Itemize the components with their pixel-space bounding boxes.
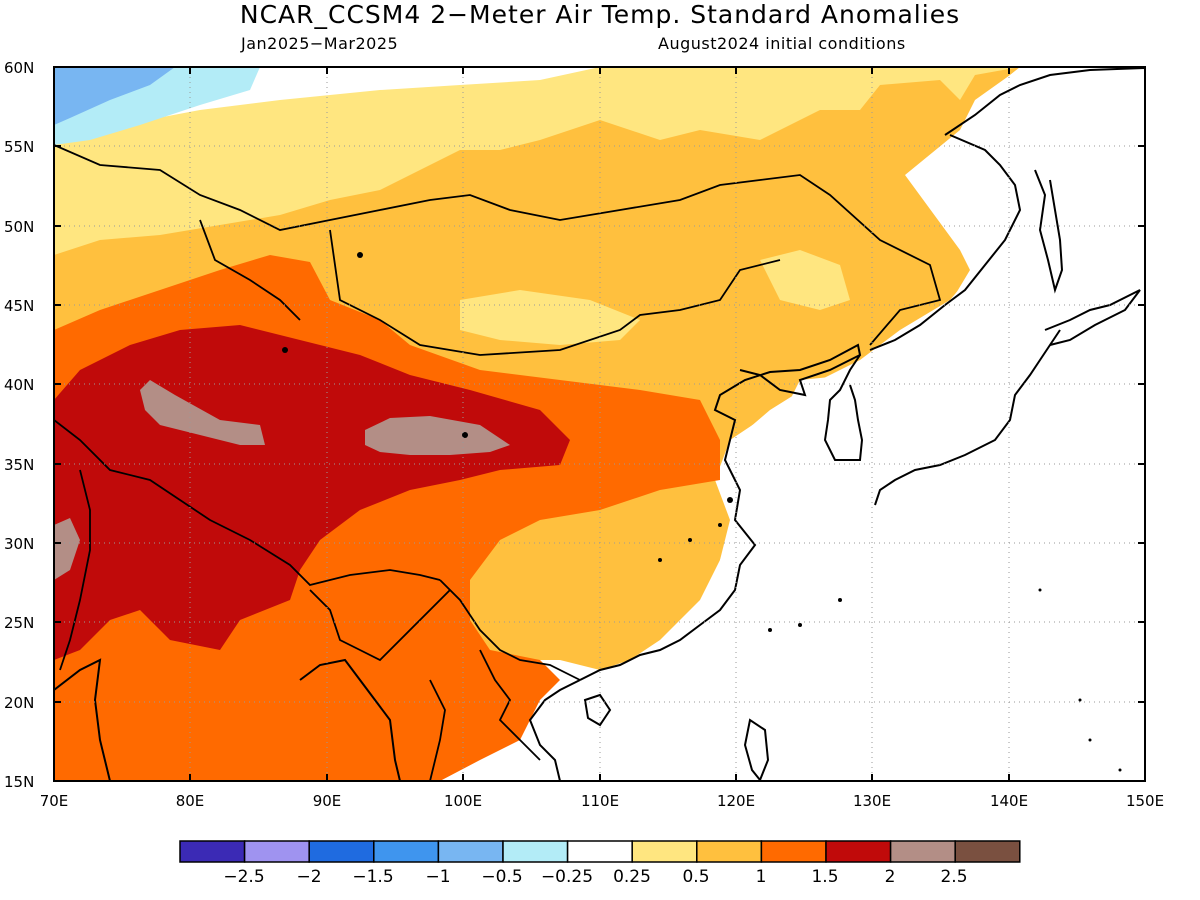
lon-tick-label: 70E (40, 792, 69, 810)
gridlines (54, 67, 1145, 781)
anomaly-region-0p25-0p5-mongolia (460, 290, 640, 345)
border-china-south (439, 579, 581, 681)
colorbar-swatch (760, 840, 827, 863)
colorbar-swatch (696, 840, 763, 863)
colorbar-label: −0.5 (481, 867, 522, 887)
coastline-indochina (528, 679, 581, 781)
lat-tick-label: 20N (4, 694, 34, 712)
colorbar-labels: −2.5 −2 −1.5 −1 −0.5 −0.25 0.25 0.5 1 1.… (223, 867, 967, 887)
colorbar-label: −1.5 (352, 867, 393, 887)
lon-tick-labels: 70E 80E 90E 100E 110E 120E 130E 140E 150… (40, 792, 1164, 810)
anomaly-region-2-2p5-qaidam (365, 416, 510, 455)
colorbar-label: 2.5 (940, 867, 967, 887)
border-india-pakistan (59, 469, 91, 671)
border-himalaya (54, 419, 441, 586)
lat-tick-label: 35N (4, 456, 34, 474)
chart-title: NCAR_CCSM4 2−Meter Air Temp. Standard An… (239, 0, 961, 29)
coastline-hainan (583, 693, 612, 727)
lat-tick-label: 30N (4, 535, 34, 553)
coastline-hokkaido (1044, 289, 1141, 346)
colorbar-swatch (889, 840, 956, 863)
border-myanmar (309, 589, 451, 662)
colorbar-swatch (243, 840, 310, 863)
lon-tick-label: 120E (717, 792, 755, 810)
border-laos-vietnam (479, 649, 541, 761)
colorbar-label: 0.5 (682, 867, 709, 887)
colorbar-swatch (566, 840, 633, 863)
coastline-korea (823, 354, 864, 461)
anomaly-region-neutral-northeast (720, 67, 1145, 781)
initial-conditions-label: August2024 initial conditions (658, 34, 906, 53)
colorbar-swatch (373, 840, 440, 863)
colorbar-label: 0.25 (613, 867, 651, 887)
lon-tick-label: 140E (990, 792, 1028, 810)
coastline-sakhalin (1034, 169, 1064, 294)
lat-tick-labels: 60N 55N 50N 45N 40N 35N 30N 25N 20N 15N (4, 59, 34, 791)
colorbar-swatch (631, 840, 698, 863)
valid-period-label: Jan2025−Mar2025 (241, 34, 399, 53)
lat-tick-label: 40N (4, 376, 34, 394)
anomaly-region-0p25-0p5-northeast (760, 250, 850, 310)
border-russia-china-mongolia (54, 144, 942, 346)
border-mongolia-china (329, 229, 781, 356)
anomaly-region-0p25-0p5 (54, 67, 1020, 255)
colorbar-label: −0.25 (541, 867, 593, 887)
lat-tick-label: 45N (4, 297, 34, 315)
anomaly-region-2-2p5-west (54, 518, 80, 580)
colorbar (179, 840, 1021, 863)
anomaly-region-2-2p5-tarim (140, 380, 265, 445)
anomaly-region-minus0p5-minus1 (54, 67, 175, 125)
colorbar-label: −1 (425, 867, 450, 887)
border-kazakhstan (199, 219, 301, 321)
lat-tick-label: 15N (4, 773, 34, 791)
colorbar-label: 1.5 (811, 867, 838, 887)
lat-tick-label: 55N (4, 138, 34, 156)
colorbar-swatch (179, 840, 246, 863)
lat-tick-label: 25N (4, 614, 34, 632)
lon-tick-label: 100E (444, 792, 482, 810)
colorbar-label: 2 (885, 867, 896, 887)
colorbar-label: −2.5 (223, 867, 264, 887)
colorbar-swatch (308, 840, 375, 863)
lon-tick-label: 90E (313, 792, 342, 810)
lon-tick-label: 130E (853, 792, 891, 810)
axis-ticks (53, 66, 1146, 782)
lat-tick-label: 60N (4, 59, 34, 77)
anomaly-shading (54, 67, 1145, 781)
islands (282, 252, 1122, 772)
lon-tick-label: 110E (581, 792, 619, 810)
coastline-bay-of-bengal (54, 658, 401, 781)
coastline-japan (874, 329, 1061, 506)
border-thailand (429, 679, 446, 781)
colorbar-swatch (502, 840, 569, 863)
colorbar-swatch (954, 840, 1021, 863)
lat-tick-label: 50N (4, 218, 34, 236)
coastline-china-east (579, 343, 862, 681)
colorbar-swatch (437, 840, 504, 863)
colorbar-swatch (825, 840, 892, 863)
country-borders (54, 144, 942, 781)
coastline-russia-east (869, 67, 1145, 351)
lon-tick-label: 150E (1126, 792, 1164, 810)
colorbar-label: −2 (296, 867, 321, 887)
colorbar-label: 1 (756, 867, 767, 887)
lon-tick-label: 80E (176, 792, 205, 810)
